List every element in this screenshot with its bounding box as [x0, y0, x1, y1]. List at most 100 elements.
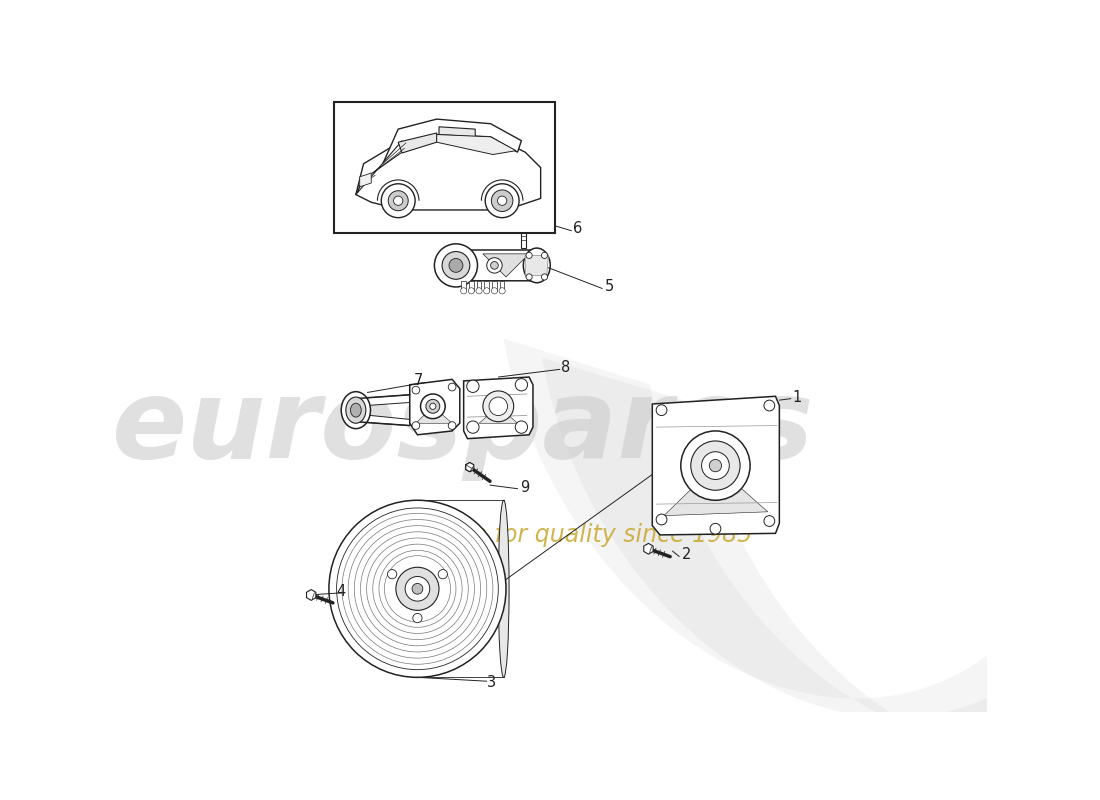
Circle shape [394, 196, 403, 206]
Circle shape [361, 532, 474, 646]
Circle shape [485, 184, 519, 218]
Circle shape [656, 514, 667, 525]
Circle shape [486, 258, 502, 273]
Polygon shape [461, 281, 466, 291]
Text: 1: 1 [792, 390, 802, 405]
Circle shape [484, 288, 490, 294]
Polygon shape [644, 543, 653, 554]
Polygon shape [307, 590, 316, 600]
Circle shape [476, 288, 482, 294]
Circle shape [420, 394, 446, 418]
Circle shape [348, 519, 486, 658]
Circle shape [492, 190, 513, 211]
Polygon shape [652, 396, 779, 535]
Circle shape [541, 252, 548, 258]
Polygon shape [520, 214, 528, 221]
Circle shape [396, 567, 439, 610]
Circle shape [426, 399, 440, 414]
Circle shape [763, 400, 774, 411]
Circle shape [412, 614, 422, 622]
Polygon shape [437, 134, 516, 154]
Text: 9: 9 [520, 480, 529, 494]
Circle shape [710, 459, 722, 472]
Circle shape [491, 262, 498, 270]
Polygon shape [465, 465, 474, 472]
Circle shape [438, 570, 448, 578]
Polygon shape [356, 394, 409, 406]
Polygon shape [504, 338, 1100, 745]
Polygon shape [356, 141, 403, 194]
Circle shape [412, 386, 420, 394]
Polygon shape [334, 102, 554, 233]
Ellipse shape [345, 397, 366, 423]
Polygon shape [356, 414, 409, 426]
Circle shape [541, 274, 548, 280]
Circle shape [490, 397, 507, 415]
Circle shape [442, 251, 470, 279]
Circle shape [329, 500, 506, 678]
Circle shape [412, 422, 420, 430]
Text: eurospares: eurospares [112, 374, 815, 481]
Polygon shape [480, 406, 517, 423]
Polygon shape [465, 462, 474, 470]
Ellipse shape [341, 392, 371, 429]
Text: 2: 2 [682, 547, 691, 562]
Polygon shape [542, 358, 1100, 764]
Polygon shape [449, 258, 475, 273]
Polygon shape [416, 406, 452, 423]
Ellipse shape [498, 500, 509, 678]
Polygon shape [521, 221, 526, 248]
Circle shape [515, 378, 528, 391]
Circle shape [681, 431, 750, 500]
Circle shape [378, 550, 455, 627]
Circle shape [497, 196, 507, 206]
Text: a passion for quality since 1985: a passion for quality since 1985 [375, 523, 752, 547]
Circle shape [763, 516, 774, 526]
Circle shape [466, 421, 480, 434]
Circle shape [466, 380, 480, 393]
Circle shape [354, 526, 481, 652]
Circle shape [384, 556, 451, 622]
Circle shape [499, 288, 505, 294]
Circle shape [449, 422, 456, 430]
Polygon shape [398, 133, 437, 153]
Text: 8: 8 [561, 360, 571, 375]
Polygon shape [526, 255, 548, 275]
Polygon shape [492, 281, 497, 291]
Polygon shape [439, 126, 475, 137]
Circle shape [388, 190, 408, 210]
Polygon shape [483, 254, 529, 277]
Circle shape [469, 288, 474, 294]
Circle shape [711, 523, 720, 534]
Circle shape [430, 403, 436, 410]
Circle shape [387, 570, 397, 578]
Circle shape [382, 184, 415, 218]
Circle shape [656, 405, 667, 415]
Circle shape [483, 391, 514, 422]
Circle shape [449, 383, 456, 391]
Polygon shape [409, 379, 460, 435]
Circle shape [515, 421, 528, 434]
Polygon shape [476, 281, 482, 291]
Circle shape [434, 244, 477, 287]
Text: 7: 7 [414, 374, 424, 389]
Polygon shape [356, 133, 541, 210]
Ellipse shape [439, 249, 473, 282]
Polygon shape [465, 462, 474, 472]
Polygon shape [465, 462, 470, 472]
Circle shape [337, 508, 498, 670]
Circle shape [461, 288, 466, 294]
Circle shape [412, 583, 422, 594]
Polygon shape [469, 281, 474, 291]
Text: 4: 4 [337, 584, 345, 599]
Circle shape [526, 274, 532, 280]
Circle shape [449, 258, 463, 272]
Text: 5: 5 [605, 279, 614, 294]
Polygon shape [664, 466, 768, 516]
Circle shape [691, 441, 740, 490]
Circle shape [526, 252, 532, 258]
Circle shape [342, 514, 493, 664]
Polygon shape [499, 281, 505, 291]
Circle shape [702, 452, 729, 479]
Polygon shape [360, 173, 372, 187]
